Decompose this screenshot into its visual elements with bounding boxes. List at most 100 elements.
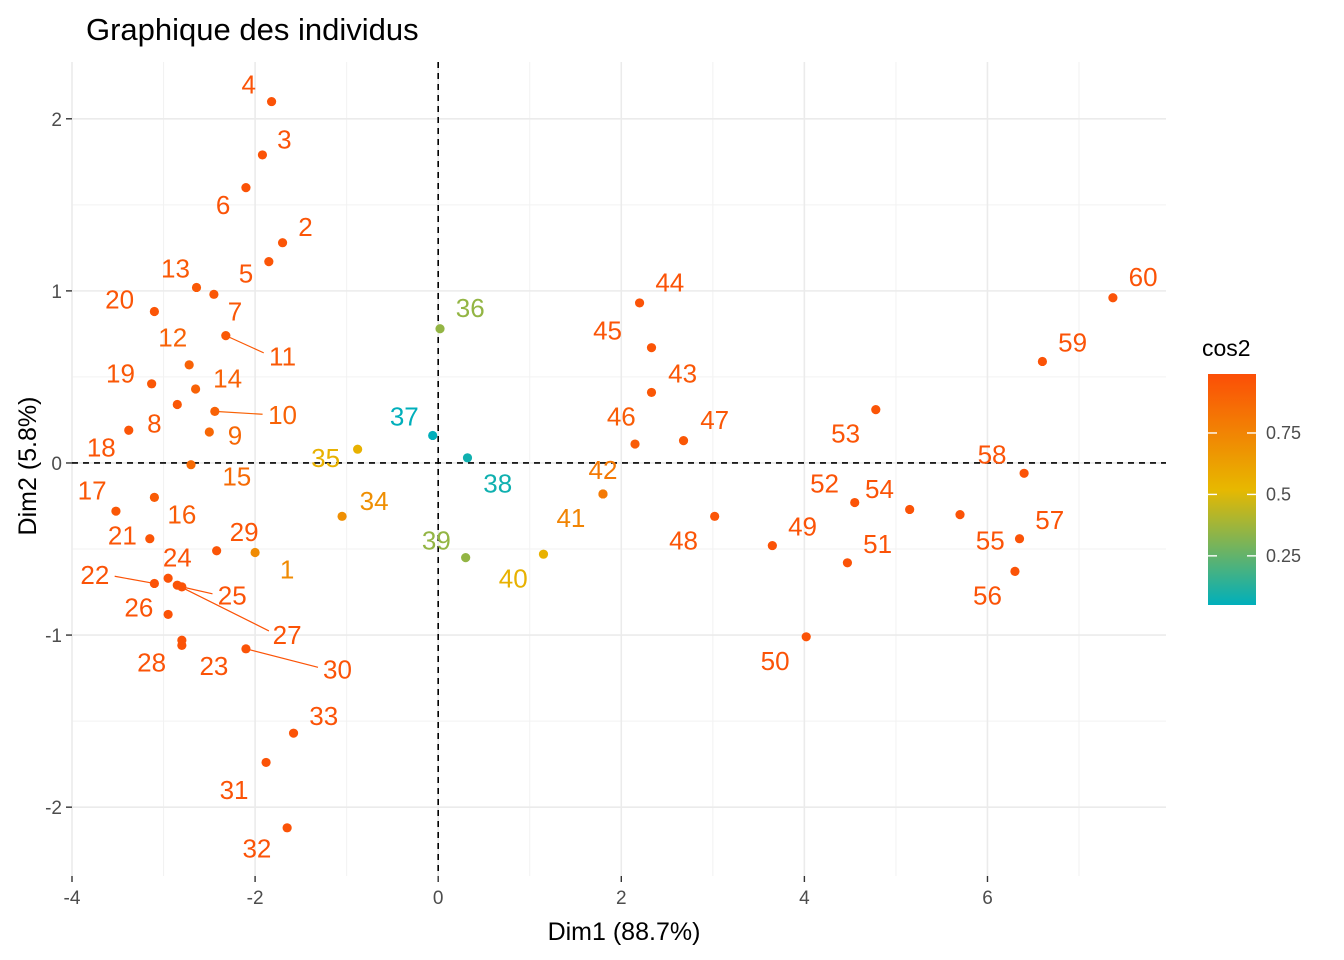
point-label-39: 39 xyxy=(422,525,451,555)
point-label-21: 21 xyxy=(108,520,137,550)
x-tick-label: 4 xyxy=(799,888,810,909)
point-57 xyxy=(1014,534,1025,544)
point-40 xyxy=(538,549,549,559)
point-17 xyxy=(111,506,121,516)
point-label-40: 40 xyxy=(499,563,528,593)
point-label-50: 50 xyxy=(761,646,790,676)
point-18 xyxy=(124,425,134,435)
label-segment-30 xyxy=(245,648,319,668)
point-label-34: 34 xyxy=(360,486,389,516)
label-segment-22 xyxy=(114,575,155,585)
point-label-45: 45 xyxy=(593,315,622,345)
x-tick-label: -4 xyxy=(64,888,81,909)
point-label-51: 51 xyxy=(863,529,892,559)
point-label-23: 23 xyxy=(199,651,228,681)
point-label-32: 32 xyxy=(242,833,271,863)
point-label-27: 27 xyxy=(273,620,302,650)
point-label-18: 18 xyxy=(87,432,116,462)
legend-title: cos2 xyxy=(1202,335,1251,361)
reference-lines xyxy=(72,62,1166,876)
point-label-35: 35 xyxy=(311,443,340,473)
point-label-6: 6 xyxy=(216,190,230,220)
point-label-22: 22 xyxy=(80,560,109,590)
point-60 xyxy=(1108,293,1118,303)
point-2 xyxy=(277,238,288,248)
point-13 xyxy=(191,282,202,293)
x-tick-label: 2 xyxy=(616,888,627,909)
point-30 xyxy=(241,644,251,654)
point-59 xyxy=(1037,356,1048,367)
point-31 xyxy=(261,757,271,768)
point-50 xyxy=(801,632,811,642)
point-label-10: 10 xyxy=(268,400,297,430)
point-label-55: 55 xyxy=(976,525,1005,555)
point-label-5: 5 xyxy=(239,259,253,289)
point-47 xyxy=(678,436,689,446)
point-label-11: 11 xyxy=(269,341,296,371)
point-44 xyxy=(634,298,645,308)
legend-tick-label: 0.5 xyxy=(1266,484,1291,504)
point-56 xyxy=(1010,566,1020,576)
point-46 xyxy=(630,439,640,449)
point-33 xyxy=(288,728,299,738)
point-39 xyxy=(461,553,471,563)
point-32 xyxy=(282,823,292,833)
point-38 xyxy=(462,453,473,463)
point-label-31: 31 xyxy=(220,775,249,805)
point-label-17: 17 xyxy=(78,476,107,506)
point-35 xyxy=(353,444,363,454)
point-label-52: 52 xyxy=(810,469,839,499)
point-label-59: 59 xyxy=(1058,328,1087,358)
label-segment-25 xyxy=(181,586,213,595)
point-22 xyxy=(149,578,159,589)
label-segment-27 xyxy=(177,584,270,632)
x-tick-label: 0 xyxy=(433,888,444,909)
point-14 xyxy=(190,384,201,394)
point-42 xyxy=(598,489,608,499)
point-29 xyxy=(212,546,222,556)
point-label-25: 25 xyxy=(218,580,247,610)
y-tick-label: 0 xyxy=(51,454,62,475)
point-15 xyxy=(186,460,196,470)
y-tick-label: -2 xyxy=(45,798,62,819)
point-7 xyxy=(209,289,219,299)
point-label-14: 14 xyxy=(213,364,242,394)
point-label-41: 41 xyxy=(556,503,585,533)
point-3 xyxy=(257,150,268,160)
legend-tick-label: 0.75 xyxy=(1266,423,1301,443)
y-axis-title: Dim2 (5.8%) xyxy=(14,397,42,536)
point-label-26: 26 xyxy=(124,593,153,623)
point-label-36: 36 xyxy=(456,293,485,323)
point-53 xyxy=(871,405,881,415)
point-8 xyxy=(172,399,182,410)
label-segments xyxy=(114,335,319,668)
legend-colorbar xyxy=(1208,374,1256,605)
x-tick-label: -2 xyxy=(247,888,264,909)
point-51 xyxy=(842,558,853,568)
point-label-33: 33 xyxy=(309,701,338,731)
point-label-20: 20 xyxy=(105,284,134,314)
point-label-30: 30 xyxy=(323,654,352,684)
point-5 xyxy=(264,257,274,267)
point-label-28: 28 xyxy=(137,648,166,678)
point-label-13: 13 xyxy=(161,254,190,284)
point-label-24: 24 xyxy=(163,543,192,573)
point-label-37: 37 xyxy=(390,402,419,432)
point-6 xyxy=(241,183,251,193)
point-10 xyxy=(210,406,220,416)
point-58 xyxy=(1019,468,1029,478)
point-label-48: 48 xyxy=(669,525,698,555)
point-label-12: 12 xyxy=(158,322,187,352)
point-label-1: 1 xyxy=(280,555,294,585)
point-label-49: 49 xyxy=(788,512,817,542)
point-27 xyxy=(172,580,182,590)
point-label-3: 3 xyxy=(277,124,291,154)
point-label-56: 56 xyxy=(973,580,1002,610)
point-20 xyxy=(149,306,159,317)
y-tick-label: -1 xyxy=(45,626,62,647)
point-26 xyxy=(163,609,173,620)
point-label-53: 53 xyxy=(831,419,860,449)
